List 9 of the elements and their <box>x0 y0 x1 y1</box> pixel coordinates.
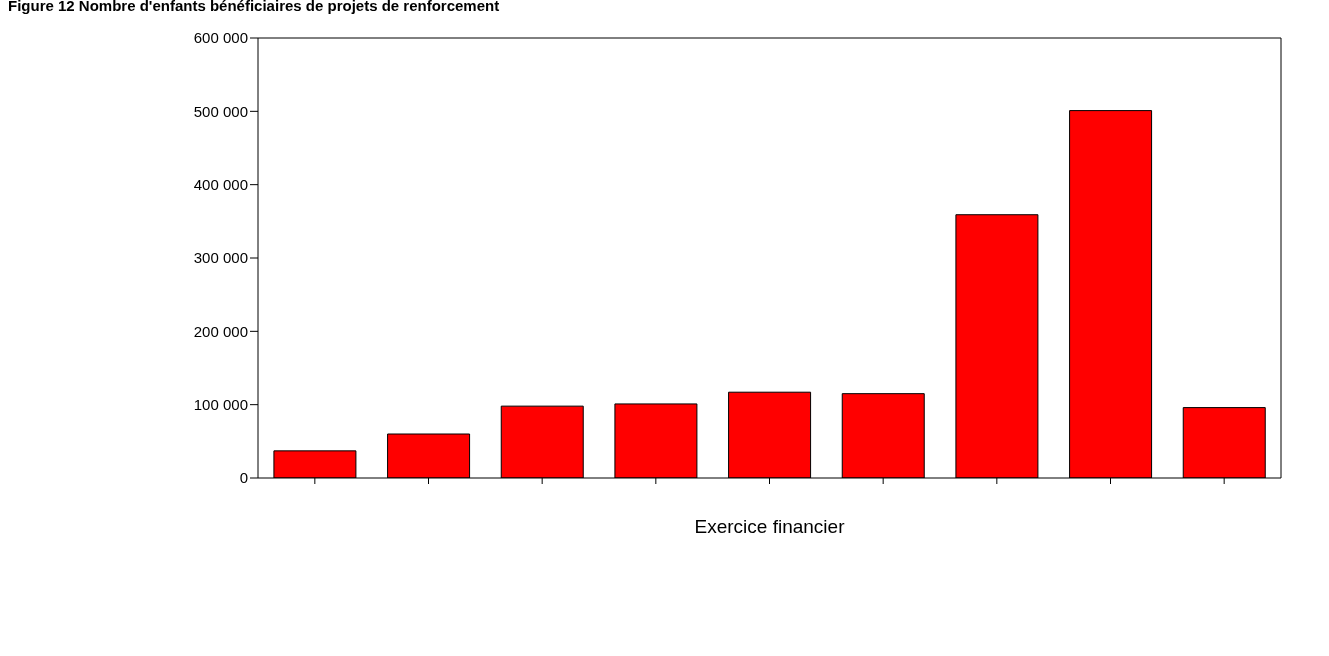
y-tick-label: 400 000 <box>193 175 248 193</box>
y-tick-label: 0 <box>239 469 248 487</box>
chart-title: Figure 12 Nombre d'enfants bénéficiaires de projets de renforcement <box>8 0 501 16</box>
y-tick-label: 100 000 <box>193 395 248 413</box>
y-tick-label: 600 000 <box>193 29 248 47</box>
y-tick-label: 200 000 <box>193 322 248 340</box>
y-tick-label: 500 000 <box>193 102 248 120</box>
x-axis-title: Exercice financier <box>694 516 846 537</box>
y-tick-label: 300 000 <box>193 249 248 267</box>
